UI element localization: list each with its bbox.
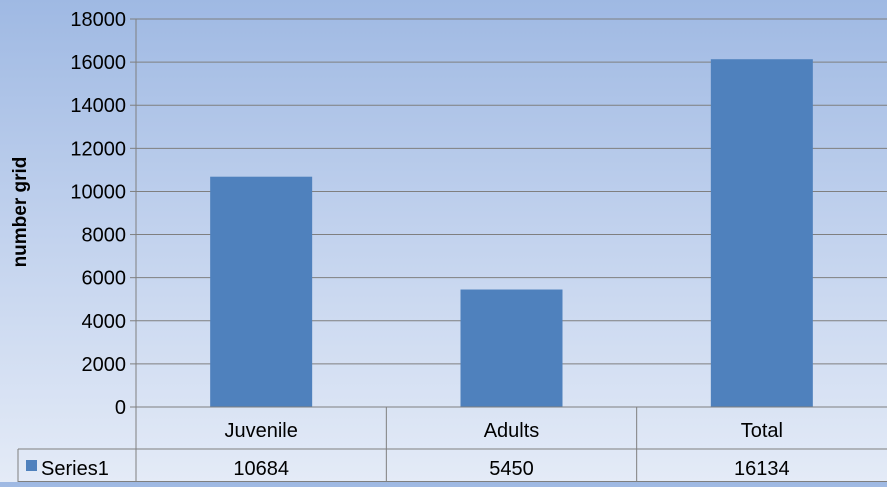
data-table-value: 16134: [734, 458, 790, 480]
data-table: Juvenile 10684 Adults 5450 Total 16134 Series1: [17, 406, 887, 482]
y-tick-label: 12000: [70, 138, 126, 160]
y-tick-label: 2000: [82, 354, 127, 376]
x-category-label: Juvenile: [224, 420, 297, 442]
bar-total: [710, 59, 813, 408]
y-tick-label: 8000: [82, 225, 127, 247]
axes: [130, 18, 137, 408]
y-tick-label: 18000: [70, 9, 126, 31]
y-tick-label: 14000: [70, 95, 126, 117]
y-tick-labels: 0 2000 4000 6000 8000 10000 12000 14000 16000 180…: [70, 9, 126, 419]
legend-label-series1: Series1: [41, 458, 109, 480]
y-axis-label: number grid: [10, 157, 31, 268]
x-category-label: Adults: [484, 420, 540, 442]
data-table-value: 5450: [489, 458, 534, 480]
bar-juvenile: [210, 176, 313, 407]
y-tick-label: 6000: [82, 268, 127, 290]
y-tick-label: 10000: [70, 181, 126, 203]
legend-key-series1: [26, 460, 37, 471]
y-tick-label: 16000: [70, 52, 126, 74]
bar-adults: [460, 289, 563, 407]
x-category-label: Total: [741, 420, 783, 442]
data-table-value: 10684: [233, 458, 289, 480]
y-tick-label: 0: [115, 397, 126, 419]
bars: [210, 59, 813, 408]
y-tick-label: 4000: [82, 311, 127, 333]
